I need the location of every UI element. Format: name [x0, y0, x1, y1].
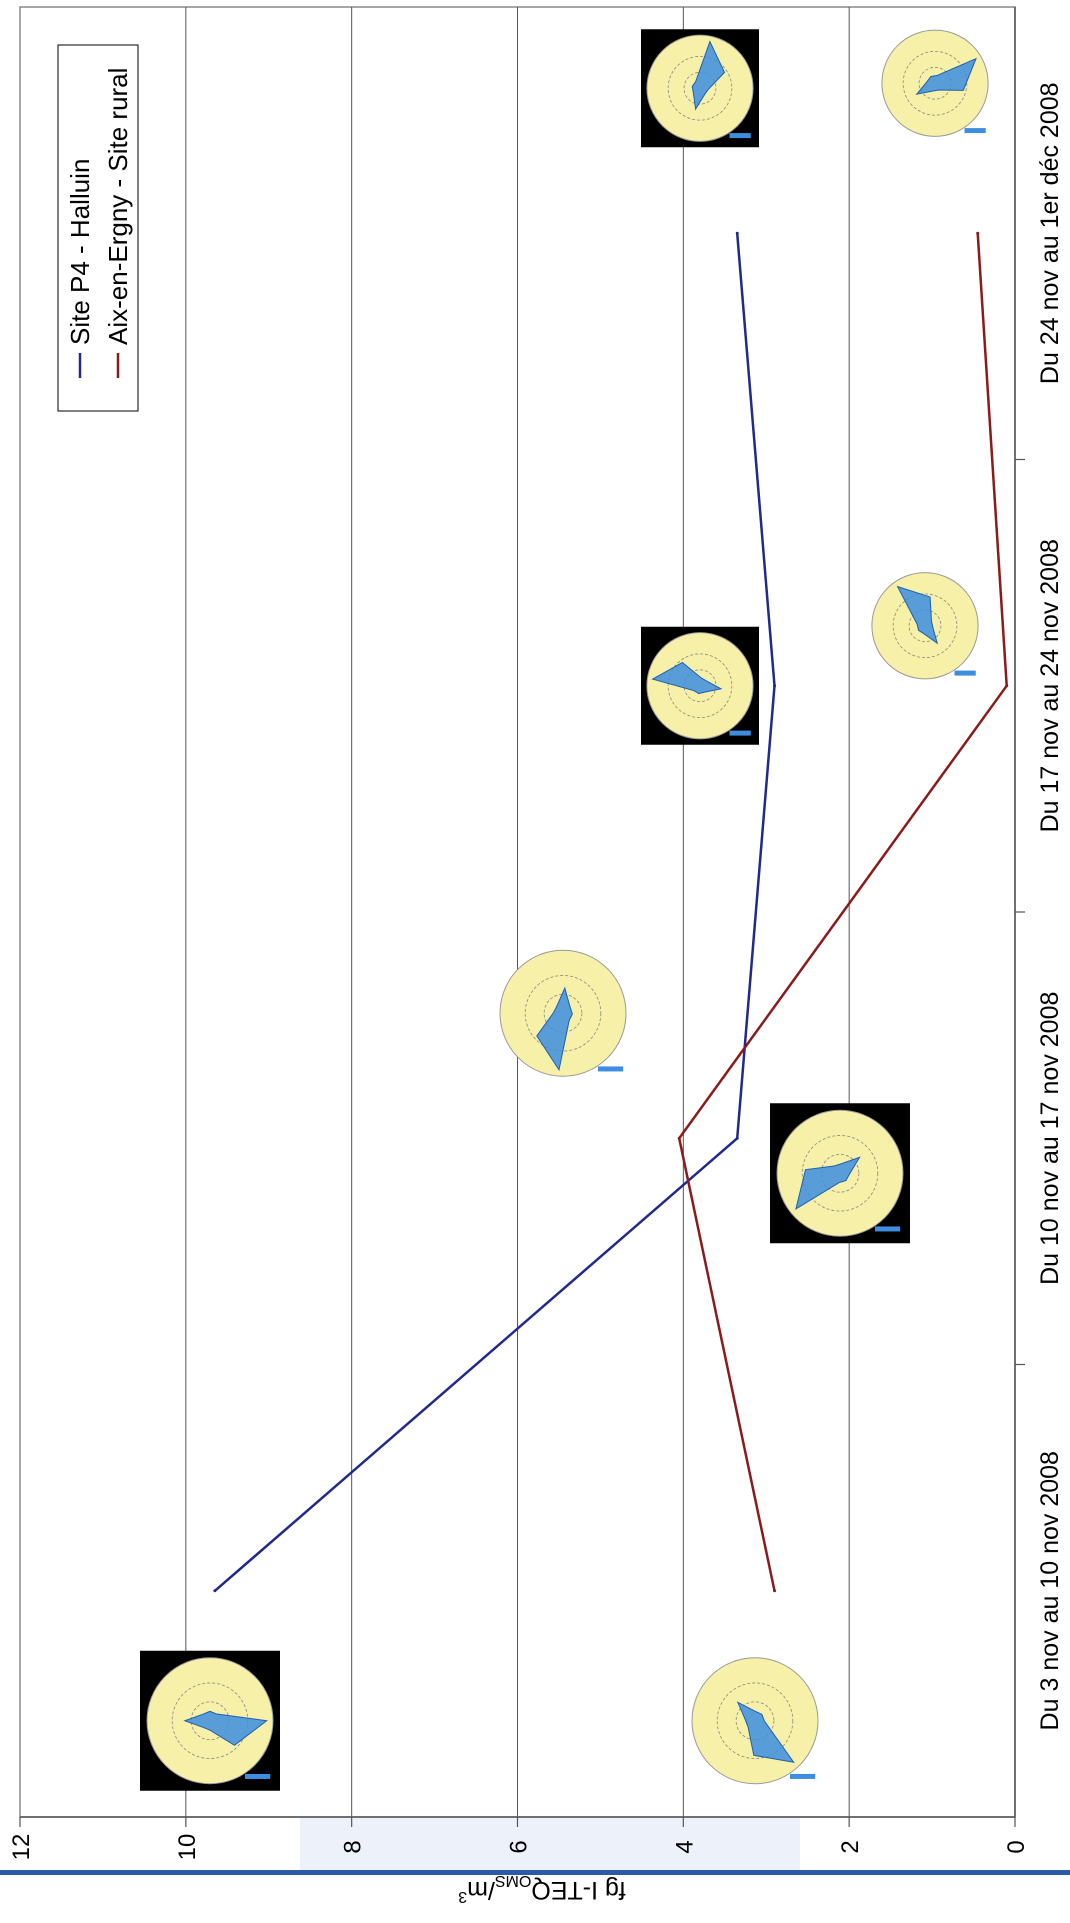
wind-rose-icon — [770, 1103, 910, 1244]
data-point — [213, 1589, 217, 1593]
y-axis-title: fg I-TEQOMS/m3 — [458, 1872, 626, 1905]
wind-rose-icon — [641, 29, 759, 148]
data-point — [677, 1136, 681, 1140]
y-tick-label: 12 — [8, 1834, 35, 1861]
data-point — [735, 231, 739, 235]
wind-rose-icon — [140, 1650, 280, 1791]
data-point — [1005, 684, 1009, 688]
x-tick-label: Du 3 nov au 10 nov 2008 — [1036, 1451, 1064, 1730]
wind-rose-icon — [499, 949, 627, 1077]
data-point — [773, 684, 777, 688]
y-tick-label: 4 — [671, 1840, 698, 1853]
y-tick-label: 8 — [340, 1840, 367, 1853]
plot-area: 0 2 4 6 8 10 12 Du 3 nov au 10 nov 2008 Du 10 no… — [8, 6, 1064, 1860]
wind-rose-icon — [881, 29, 989, 137]
series-lines — [213, 231, 1009, 1593]
wind-rose-icon — [641, 626, 759, 745]
y-axis-title-main: fg I-TEQ — [531, 1876, 625, 1904]
y-tick-label: 2 — [837, 1840, 864, 1853]
x-tick-label: Du 17 nov au 24 nov 2008 — [1036, 539, 1064, 832]
wind-rose-icon — [691, 1657, 819, 1785]
axes: 0 2 4 6 8 10 12 Du 3 nov au 10 nov 2008 Du 10 no… — [8, 7, 1064, 1860]
wind-roses — [140, 29, 989, 1791]
series-line-halluin — [214, 233, 776, 1592]
legend-label-halluin: Site P4 - Halluin — [65, 159, 95, 345]
y-axis-title-sub: OMS — [495, 1872, 531, 1889]
legend-box — [57, 44, 139, 412]
series-line-aix — [677, 233, 1008, 1592]
y-tick-label: 0 — [1003, 1840, 1030, 1853]
x-tick-label: Du 10 nov au 17 nov 2008 — [1036, 992, 1064, 1285]
data-point — [735, 1136, 739, 1140]
y-axis-title-unit: /m — [467, 1876, 495, 1904]
y-axis-title-sup: 3 — [458, 1888, 467, 1905]
background-band — [0, 1870, 1070, 1923]
x-tick-label: Du 24 nov au 1er déc 2008 — [1036, 82, 1064, 384]
bottom-stripe — [0, 1870, 1070, 1875]
y-tick-label: 6 — [506, 1840, 533, 1853]
gridlines — [185, 7, 850, 1817]
data-point — [976, 231, 980, 235]
watermark-band — [300, 1815, 800, 1870]
y-tick-label: 10 — [174, 1834, 201, 1861]
data-point — [773, 1589, 777, 1593]
wind-rose-icon — [871, 572, 979, 680]
legend-label-aix: Aix-en-Ergny - Site rural — [103, 68, 133, 345]
legend: Site P4 - Halluin Aix-en-Ergny - Site ru… — [57, 44, 139, 412]
